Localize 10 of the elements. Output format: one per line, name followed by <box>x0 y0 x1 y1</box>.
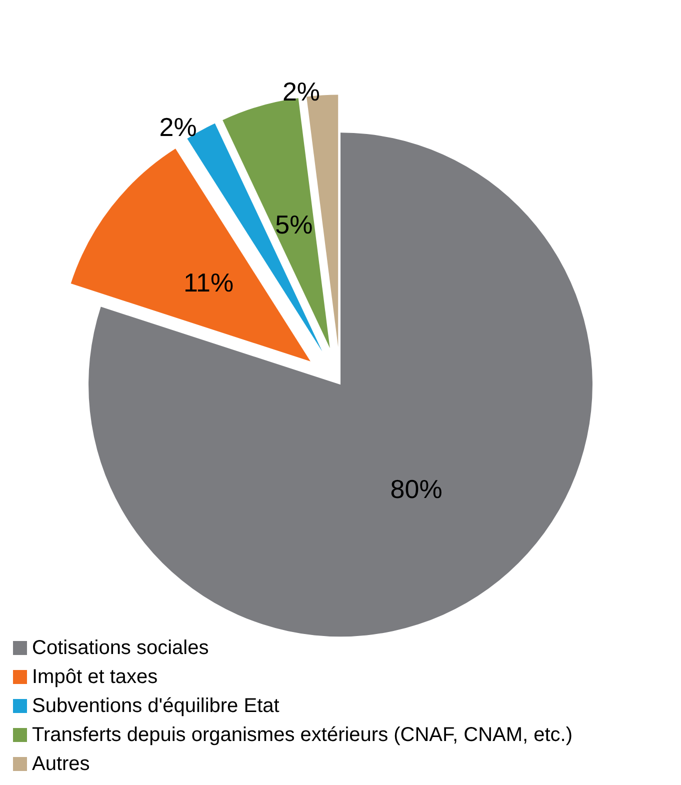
data-label: 80% <box>390 474 442 504</box>
data-label: 2% <box>159 112 197 142</box>
data-label: 5% <box>275 209 313 240</box>
legend-label: Autres <box>32 753 90 775</box>
legend-label: Subventions d'équilibre Etat <box>32 695 280 717</box>
data-label: 2% <box>282 76 320 106</box>
legend-label: Transferts depuis organismes extérieurs (CNAF, CNAM, etc.) <box>32 724 573 746</box>
data-label: 11% <box>184 267 234 298</box>
legend-label: Cotisations sociales <box>32 637 209 659</box>
legend-label: Impôt et taxes <box>32 666 158 688</box>
